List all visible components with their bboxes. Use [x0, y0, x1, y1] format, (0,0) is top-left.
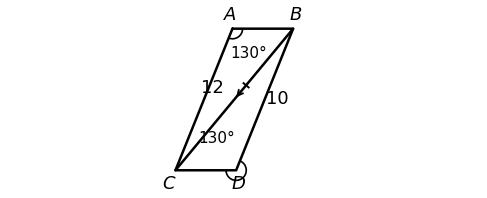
- Text: 130°: 130°: [199, 131, 236, 146]
- Text: A: A: [225, 6, 237, 24]
- Text: C: C: [163, 175, 175, 193]
- Text: 10: 10: [266, 90, 289, 109]
- Text: 12: 12: [201, 79, 224, 97]
- Text: 130°: 130°: [230, 46, 267, 61]
- Text: B: B: [290, 6, 302, 24]
- Text: D: D: [231, 175, 245, 193]
